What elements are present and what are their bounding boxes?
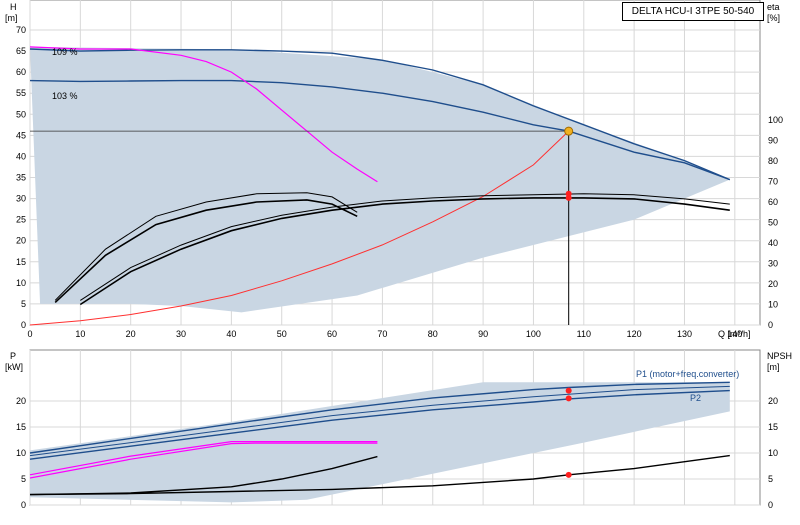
y-tick-label: 15 [16,422,26,432]
chart-title: DELTA HCU-I 3TPE 50-540 [622,2,764,21]
qh-curve-speed [29,46,378,183]
y2-tick-label: 0 [768,320,773,330]
p1-point-marker [565,387,572,394]
bottom-panel: 0 5 10 15 20 0 5 10 15 20 [16,349,778,510]
operating-area-bottom [30,382,730,503]
eta-curve-speed-b [54,192,358,301]
y2-tick-label: 40 [768,238,778,248]
x-tick-label: 10 [75,329,85,339]
eta-curve-total [80,193,730,301]
y2-tick-label: 100 [768,115,783,125]
y-tick-label: 20 [16,236,26,246]
npsh-curve [29,454,730,496]
x-tick-label: 120 [627,329,642,339]
p2-curve [29,389,730,460]
operating-area-top [30,46,730,313]
y-tick-label: 25 [16,215,26,225]
x-tick-label: 0 [27,329,32,339]
p2-point-marker [565,395,572,402]
eta-point-marker [565,194,572,201]
label-p1: P1 (motor+freq.converter) [636,369,739,379]
bottom-y2-unit: [m] [767,362,780,372]
p-curve-speed-b [29,441,378,476]
y-tick-label: 20 [16,396,26,406]
y-tick-label: 10 [16,448,26,458]
npsh-curve-speed [29,455,378,496]
axis-labels: H [m] eta [%] Q [m³/h] 109 % 103 % P [kW… [5,2,792,403]
top-y2-unit: [%] [767,13,780,23]
top-x-label: Q [m³/h] [718,329,751,339]
p1-curve [29,381,730,454]
y2-tick-label: 60 [768,197,778,207]
npsh-point-marker [565,471,572,478]
y-tick-label: 55 [16,88,26,98]
y-tick-label: 0 [21,320,26,330]
eta-curve-speed-a [54,199,358,303]
x-tick-label: 80 [428,329,438,339]
x-tick-label: 130 [677,329,692,339]
curve-label-103: 103 % [52,91,78,101]
bottom-y-label: P [10,351,16,361]
x-tick-label: 50 [277,329,287,339]
x-tick-label: 20 [126,329,136,339]
x-tick-label: 40 [226,329,236,339]
top-panel: 0 5 10 15 20 25 30 35 40 45 50 55 60 65 70 0 10 20 30 40 50 6… [16,0,783,339]
x-tick-label: 30 [176,329,186,339]
system-curve [29,130,570,326]
y-tick-label: 65 [16,46,26,56]
y-tick-label: 10 [16,278,26,288]
y2-tick-label: 5 [768,474,773,484]
y2-tick-label: 30 [768,259,778,269]
y2-tick-label: 10 [768,448,778,458]
bottom-y-unit: [kW] [5,362,23,372]
curve-label-109: 109 % [52,47,78,57]
y-tick-label: 35 [16,173,26,183]
y2-tick-label: 70 [768,177,778,187]
top-y2-label: eta [767,2,780,12]
eta-total-point-marker [565,190,572,197]
y-tick-label: 0 [21,500,26,510]
duty-point-marker [564,126,574,136]
y2-tick-label: 0 [768,500,773,510]
y-tick-label: 5 [21,474,26,484]
y2-tick-label: 20 [768,279,778,289]
y-tick-label: 30 [16,194,26,204]
p-curve-mid [29,385,730,457]
x-tick-label: 60 [327,329,337,339]
y2-tick-label: 20 [768,396,778,406]
p-curve-speed-a [29,442,378,479]
y-tick-label: 70 [16,25,26,35]
x-tick-label: 70 [377,329,387,339]
y-tick-label: 45 [16,130,26,140]
bottom-y2-label: NPSH [767,351,792,361]
qh-curve-nominal [29,79,731,181]
y-tick-label: 15 [16,257,26,267]
x-tick-label: 90 [478,329,488,339]
y-tick-label: 60 [16,67,26,77]
y2-tick-label: 15 [768,422,778,432]
x-tick-label: 140 [727,329,742,339]
y-tick-label: 5 [21,299,26,309]
y2-tick-label: 10 [768,300,778,310]
y2-tick-label: 80 [768,156,778,166]
y-tick-label: 40 [16,151,26,161]
qh-curve-max [29,48,731,181]
label-p2: P2 [690,393,701,403]
eta-curve-pump [79,197,730,306]
y-tick-label: 50 [16,109,26,119]
y2-tick-label: 90 [768,136,778,146]
y2-tick-label: 50 [768,218,778,228]
x-tick-label: 110 [577,329,591,339]
x-tick-label: 100 [526,329,541,339]
top-y-unit: [m] [5,13,18,23]
top-y-label: H [10,2,17,12]
